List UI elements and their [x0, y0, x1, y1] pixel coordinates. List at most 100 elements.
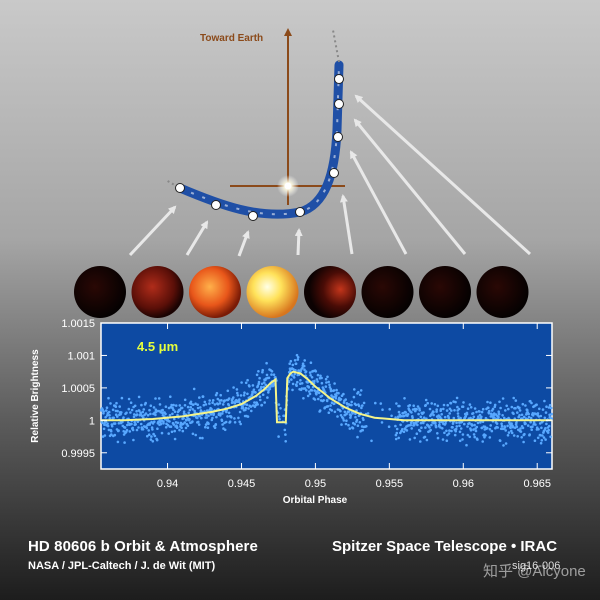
data-point: [545, 422, 548, 426]
data-point: [515, 425, 519, 429]
data-point: [523, 432, 526, 436]
data-point: [480, 410, 484, 414]
data-point: [520, 436, 523, 439]
data-point: [478, 413, 482, 417]
phase-arrow: [237, 230, 250, 257]
data-point: [537, 428, 540, 431]
data-point: [500, 422, 503, 426]
data-point: [307, 386, 311, 389]
data-point: [528, 433, 531, 436]
data-point: [176, 421, 180, 425]
data-point: [339, 409, 342, 413]
data-point: [357, 390, 360, 394]
data-point: [189, 406, 193, 409]
data-point: [351, 426, 355, 430]
data-point: [178, 428, 181, 432]
data-point: [292, 376, 296, 379]
data-point: [426, 401, 430, 405]
data-point: [186, 405, 190, 409]
data-point: [329, 389, 333, 393]
data-point: [476, 421, 480, 425]
data-point: [284, 433, 287, 436]
data-point: [244, 381, 248, 385]
data-point: [147, 429, 150, 432]
data-point: [127, 407, 131, 411]
data-point: [201, 436, 204, 440]
data-point: [543, 416, 547, 420]
data-point: [519, 430, 523, 433]
data-point: [127, 421, 130, 424]
data-point: [182, 417, 185, 420]
phase-arrows: [128, 94, 532, 257]
data-point: [147, 433, 151, 437]
data-point: [149, 412, 152, 416]
data-point: [232, 396, 235, 399]
data-point: [157, 409, 161, 413]
data-point: [139, 422, 143, 426]
data-point: [468, 403, 472, 406]
data-point: [130, 408, 134, 412]
data-point: [218, 402, 222, 405]
data-point: [418, 409, 422, 412]
data-point: [278, 417, 281, 421]
data-point: [434, 421, 437, 425]
data-point: [394, 437, 398, 441]
data-point: [132, 438, 135, 442]
data-point: [510, 431, 514, 435]
data-point: [490, 429, 494, 433]
data-point: [532, 420, 536, 424]
data-point: [419, 415, 423, 419]
data-point: [424, 403, 428, 407]
data-point: [379, 402, 383, 405]
data-point: [130, 422, 133, 426]
scatter-series: [99, 353, 553, 447]
orbit-planet-marker: [333, 132, 343, 142]
x-tick-label: 0.95: [305, 478, 326, 490]
data-point: [512, 396, 515, 400]
data-point: [144, 401, 147, 405]
data-point: [534, 423, 537, 426]
data-point: [456, 405, 459, 409]
data-point: [196, 406, 200, 410]
data-point: [242, 394, 246, 397]
data-point: [473, 407, 477, 410]
orbit-dotted-extension: [165, 179, 179, 188]
data-point: [313, 389, 317, 392]
data-point: [208, 402, 211, 405]
data-point: [170, 403, 173, 407]
data-point: [461, 433, 465, 436]
data-point: [370, 439, 373, 443]
data-point: [135, 410, 138, 413]
data-point: [289, 359, 293, 363]
data-point: [499, 406, 502, 410]
data-point: [531, 412, 535, 415]
data-point: [166, 423, 170, 427]
data-point: [191, 408, 194, 411]
data-point: [507, 431, 511, 434]
data-point: [180, 406, 184, 410]
data-point: [291, 388, 294, 392]
planet-phase-8: [476, 266, 529, 318]
data-point: [265, 361, 268, 365]
data-point: [401, 428, 404, 431]
phase-arrow: [128, 205, 177, 257]
data-point: [320, 394, 324, 398]
data-point: [450, 409, 453, 412]
data-point: [544, 427, 547, 430]
data-point: [466, 433, 470, 437]
data-point: [516, 411, 519, 414]
data-point: [231, 400, 235, 404]
data-point: [122, 416, 125, 419]
data-point: [422, 411, 425, 414]
data-point: [469, 416, 472, 420]
data-point: [527, 415, 531, 419]
data-point: [463, 422, 466, 426]
data-point: [230, 416, 233, 419]
data-point: [164, 405, 168, 409]
data-point: [497, 413, 501, 416]
data-point: [498, 439, 502, 443]
host-star-core: [284, 182, 292, 190]
data-point: [466, 425, 469, 428]
data-point: [518, 414, 521, 417]
orbit-planet-marker: [175, 183, 185, 193]
